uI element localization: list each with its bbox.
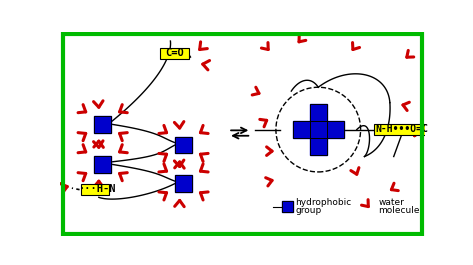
- Bar: [310, 104, 327, 121]
- Bar: [310, 138, 327, 155]
- FancyBboxPatch shape: [375, 124, 429, 135]
- Bar: [327, 121, 344, 138]
- Bar: [293, 121, 310, 138]
- FancyBboxPatch shape: [81, 184, 109, 195]
- Bar: [175, 175, 192, 192]
- Bar: [94, 116, 111, 133]
- Bar: [327, 121, 344, 138]
- Bar: [310, 104, 327, 121]
- Text: molecule: molecule: [378, 206, 420, 215]
- Bar: [94, 156, 111, 173]
- Bar: [94, 156, 111, 173]
- Bar: [310, 121, 327, 138]
- Bar: [282, 201, 293, 212]
- Bar: [282, 201, 293, 212]
- Text: hydrophobic: hydrophobic: [295, 198, 351, 207]
- Bar: [94, 116, 111, 133]
- Text: water: water: [378, 198, 404, 207]
- Bar: [293, 121, 310, 138]
- Bar: [310, 138, 327, 155]
- Text: group: group: [295, 206, 322, 215]
- Text: N-H•••O=C: N-H•••O=C: [375, 124, 428, 134]
- Bar: [175, 136, 192, 153]
- Bar: [310, 121, 327, 138]
- Bar: [175, 175, 192, 192]
- Text: C=O: C=O: [165, 48, 184, 58]
- Bar: [175, 136, 192, 153]
- Text: ···H-N: ···H-N: [79, 184, 116, 194]
- FancyBboxPatch shape: [160, 48, 189, 59]
